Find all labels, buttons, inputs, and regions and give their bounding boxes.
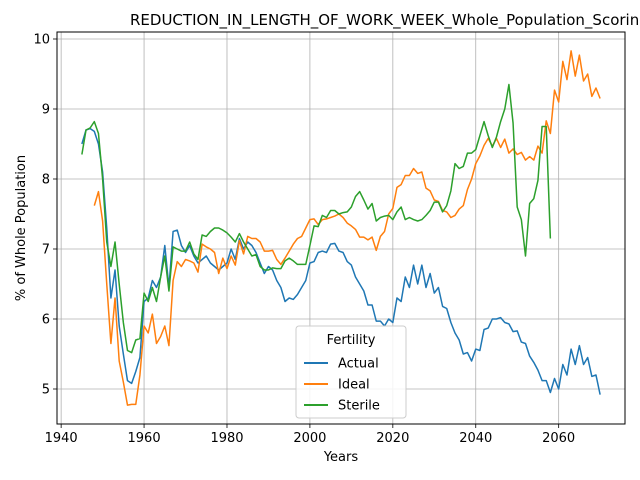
x-axis-label: Years [323, 450, 359, 465]
chart-title: REDUCTION_IN_LENGTH_OF_WORK_WEEK_Whole_P… [130, 11, 640, 30]
legend: Fertility Actual Ideal Sterile [295, 325, 407, 419]
legend-label-actual: Actual [338, 357, 379, 372]
y-axis-label: % of Whole Population [14, 155, 29, 301]
x-tick-label: 2060 [542, 431, 575, 446]
series-line-ideal [93, 50, 601, 406]
series-lines [81, 50, 601, 406]
legend-label-ideal: Ideal [338, 378, 370, 393]
x-tick-label: 1940 [45, 431, 78, 446]
legend-label-sterile: Sterile [338, 399, 380, 414]
legend-box [295, 325, 407, 419]
x-tick-label: 2020 [376, 431, 409, 446]
x-tick-label: 1980 [210, 431, 243, 446]
y-tick-label: 7 [42, 243, 50, 258]
y-tick-label: 5 [42, 383, 50, 398]
x-tick-label: 2000 [293, 431, 326, 446]
legend-items: Actual Ideal Sterile [304, 357, 380, 414]
y-tick-label: 9 [42, 103, 50, 118]
y-tick-label: 8 [42, 173, 50, 188]
plot-frame [56, 31, 626, 425]
grid [57, 32, 625, 424]
y-tick-label: 6 [42, 313, 50, 328]
x-tick-label: 2040 [459, 431, 492, 446]
series-line-sterile [81, 83, 552, 354]
legend-title: Fertility [327, 333, 376, 348]
x-axis-ticks: 1940 1960 1980 2000 2020 2040 2060 [45, 424, 575, 446]
y-tick-label: 10 [33, 33, 50, 48]
y-axis-ticks: 5 6 7 8 9 10 [33, 33, 57, 398]
x-tick-label: 1960 [128, 431, 161, 446]
